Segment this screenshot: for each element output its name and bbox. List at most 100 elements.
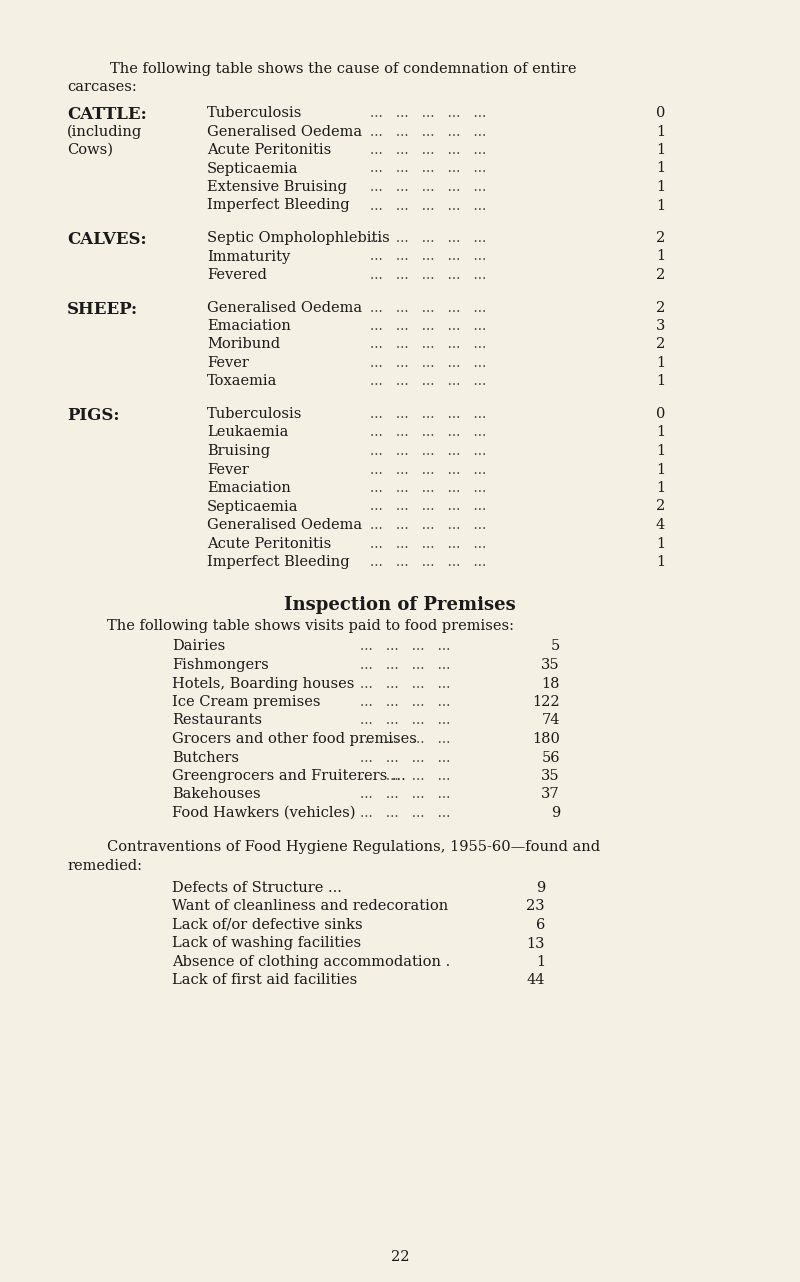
Text: ...   ...   ...   ...   ...: ... ... ... ... ...	[370, 250, 486, 264]
Text: ...   ...   ...   ...: ... ... ... ...	[360, 787, 450, 801]
Text: Bakehouses: Bakehouses	[172, 787, 261, 801]
Text: carcases:: carcases:	[67, 79, 137, 94]
Text: Acute Peritonitis: Acute Peritonitis	[207, 144, 331, 156]
Text: ...   ...   ...   ...   ...: ... ... ... ... ...	[370, 106, 486, 121]
Text: ...   ...   ...   ...   ...: ... ... ... ... ...	[370, 406, 486, 420]
Text: CALVES:: CALVES:	[67, 231, 146, 247]
Text: 1: 1	[656, 162, 665, 176]
Text: 1: 1	[656, 426, 665, 440]
Text: The following table shows visits paid to food premises:: The following table shows visits paid to…	[107, 619, 514, 633]
Text: 1: 1	[656, 199, 665, 213]
Text: ...   ...   ...   ...   ...: ... ... ... ... ...	[370, 536, 486, 550]
Text: Acute Peritonitis: Acute Peritonitis	[207, 536, 331, 550]
Text: 2: 2	[656, 500, 665, 514]
Text: Septicaemia: Septicaemia	[207, 162, 298, 176]
Text: Tuberculosis: Tuberculosis	[207, 406, 302, 420]
Text: ...   ...   ...   ...   ...: ... ... ... ... ...	[370, 179, 486, 194]
Text: 2: 2	[656, 337, 665, 351]
Text: ...   ...   ...   ...: ... ... ... ...	[360, 750, 450, 764]
Text: 1: 1	[656, 356, 665, 370]
Text: Inspection of Premises: Inspection of Premises	[284, 596, 516, 614]
Text: ...   ...   ...   ...   ...: ... ... ... ... ...	[370, 518, 486, 532]
Text: 1: 1	[656, 536, 665, 550]
Text: ...   ...   ...   ...   ...: ... ... ... ... ...	[370, 481, 486, 495]
Text: 3: 3	[656, 319, 665, 333]
Text: Contraventions of Food Hygiene Regulations, 1955-60—found and: Contraventions of Food Hygiene Regulatio…	[107, 841, 600, 855]
Text: 4: 4	[656, 518, 665, 532]
Text: Imperfect Bleeding: Imperfect Bleeding	[207, 199, 350, 213]
Text: Fishmongers: Fishmongers	[172, 658, 269, 672]
Text: Fever: Fever	[207, 356, 249, 370]
Text: Hotels, Boarding houses: Hotels, Boarding houses	[172, 677, 354, 691]
Text: Emaciation: Emaciation	[207, 319, 291, 333]
Text: Septic Ompholophlebitis: Septic Ompholophlebitis	[207, 231, 390, 245]
Text: ...   ...   ...   ...: ... ... ... ...	[360, 714, 450, 727]
Text: The following table shows the cause of condemnation of entire: The following table shows the cause of c…	[110, 62, 577, 76]
Text: Leukaemia: Leukaemia	[207, 426, 288, 440]
Text: Cows): Cows)	[67, 144, 113, 156]
Text: ...   ...   ...   ...: ... ... ... ...	[360, 769, 450, 783]
Text: ...   ...   ...   ...   ...: ... ... ... ... ...	[370, 300, 486, 314]
Text: 23: 23	[526, 900, 545, 914]
Text: 122: 122	[532, 695, 560, 709]
Text: Grocers and other food premises: Grocers and other food premises	[172, 732, 417, 746]
Text: 13: 13	[526, 936, 545, 950]
Text: 37: 37	[542, 787, 560, 801]
Text: 1: 1	[656, 463, 665, 477]
Text: remedied:: remedied:	[67, 859, 142, 873]
Text: Extensive Bruising: Extensive Bruising	[207, 179, 347, 194]
Text: 22: 22	[390, 1250, 410, 1264]
Text: ...   ...   ...   ...   ...: ... ... ... ... ...	[370, 463, 486, 477]
Text: 1: 1	[656, 250, 665, 264]
Text: 1: 1	[656, 144, 665, 156]
Text: 9: 9	[550, 806, 560, 820]
Text: Emaciation: Emaciation	[207, 481, 291, 495]
Text: ...   ...   ...   ...   ...: ... ... ... ... ...	[370, 444, 486, 458]
Text: Tuberculosis: Tuberculosis	[207, 106, 302, 121]
Text: ...   ...   ...   ...   ...: ... ... ... ... ...	[370, 319, 486, 333]
Text: 1: 1	[656, 444, 665, 458]
Text: Greengrocers and Fruiterers ...: Greengrocers and Fruiterers ...	[172, 769, 406, 783]
Text: Generalised Oedema: Generalised Oedema	[207, 300, 362, 314]
Text: 35: 35	[542, 769, 560, 783]
Text: Fevered: Fevered	[207, 268, 267, 282]
Text: ...   ...   ...   ...: ... ... ... ...	[360, 732, 450, 746]
Text: Fever: Fever	[207, 463, 249, 477]
Text: ...   ...   ...   ...   ...: ... ... ... ... ...	[370, 144, 486, 156]
Text: 0: 0	[656, 406, 665, 420]
Text: 1: 1	[656, 179, 665, 194]
Text: 35: 35	[542, 658, 560, 672]
Text: Dairies: Dairies	[172, 640, 226, 654]
Text: ...   ...   ...   ...: ... ... ... ...	[360, 658, 450, 672]
Text: ...   ...   ...   ...   ...: ... ... ... ... ...	[370, 426, 486, 440]
Text: ...   ...   ...   ...   ...: ... ... ... ... ...	[370, 337, 486, 351]
Text: Absence of clothing accommodation .: Absence of clothing accommodation .	[172, 955, 450, 969]
Text: Restaurants: Restaurants	[172, 714, 262, 727]
Text: Lack of washing facilities: Lack of washing facilities	[172, 936, 361, 950]
Text: 44: 44	[526, 973, 545, 987]
Text: ...   ...   ...   ...   ...: ... ... ... ... ...	[370, 162, 486, 176]
Text: 1: 1	[656, 124, 665, 138]
Text: 0: 0	[656, 106, 665, 121]
Text: 9: 9	[536, 881, 545, 895]
Text: Imperfect Bleeding: Imperfect Bleeding	[207, 555, 350, 569]
Text: ...   ...   ...   ...   ...: ... ... ... ... ...	[370, 555, 486, 569]
Text: PIGS:: PIGS:	[67, 406, 119, 424]
Text: 2: 2	[656, 300, 665, 314]
Text: 18: 18	[542, 677, 560, 691]
Text: SHEEP:: SHEEP:	[67, 300, 138, 318]
Text: 56: 56	[542, 750, 560, 764]
Text: ...   ...   ...   ...   ...: ... ... ... ... ...	[370, 374, 486, 388]
Text: 2: 2	[656, 268, 665, 282]
Text: 1: 1	[536, 955, 545, 969]
Text: ...   ...   ...   ...: ... ... ... ...	[360, 640, 450, 654]
Text: Septicaemia: Septicaemia	[207, 500, 298, 514]
Text: ...   ...   ...   ...   ...: ... ... ... ... ...	[370, 268, 486, 282]
Text: Defects of Structure ...: Defects of Structure ...	[172, 881, 342, 895]
Text: 6: 6	[536, 918, 545, 932]
Text: Immaturity: Immaturity	[207, 250, 290, 264]
Text: ...   ...   ...   ...   ...: ... ... ... ... ...	[370, 199, 486, 213]
Text: ...   ...   ...   ...   ...: ... ... ... ... ...	[370, 231, 486, 245]
Text: ...   ...   ...   ...: ... ... ... ...	[360, 677, 450, 691]
Text: 5: 5	[550, 640, 560, 654]
